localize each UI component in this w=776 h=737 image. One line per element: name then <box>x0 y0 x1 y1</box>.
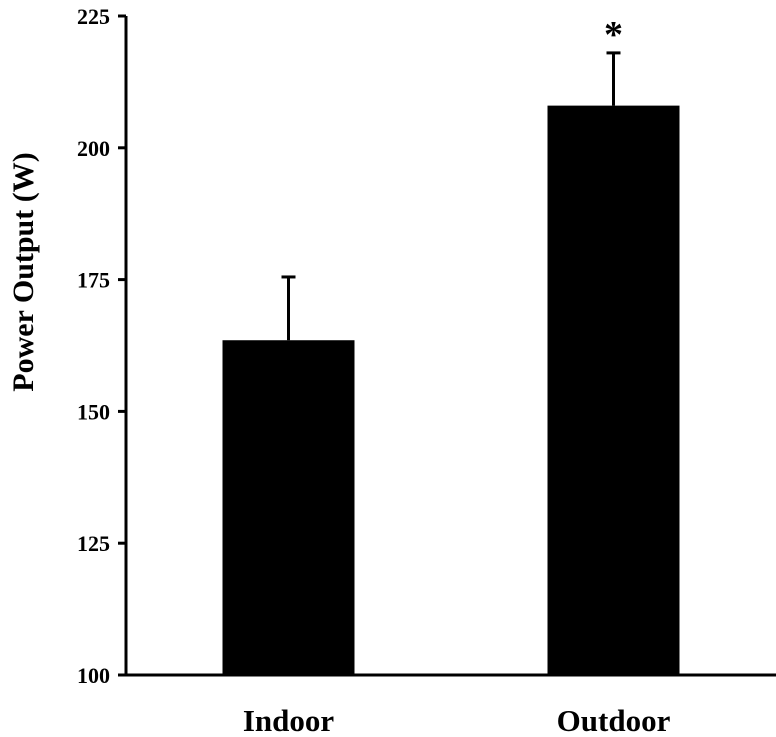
significance-marker: * <box>604 14 623 56</box>
bar-outdoor <box>547 105 680 675</box>
y-tick-label: 225 <box>77 4 110 29</box>
x-tick-label-indoor: Indoor <box>243 703 335 737</box>
bars: * <box>222 14 680 675</box>
y-tick-label: 100 <box>77 663 110 688</box>
y-tick-label: 150 <box>77 399 110 424</box>
x-axis: Indoor Outdoor <box>126 673 776 737</box>
y-tick-label: 125 <box>77 531 110 556</box>
y-tick-label: 200 <box>77 136 110 161</box>
y-tick-label: 175 <box>77 268 110 293</box>
y-axis: 100 125 150 175 200 225 <box>77 4 128 688</box>
bar-indoor <box>222 340 355 675</box>
y-axis-title: Power Output (W) <box>7 152 40 391</box>
x-tick-label-outdoor: Outdoor <box>557 703 671 737</box>
